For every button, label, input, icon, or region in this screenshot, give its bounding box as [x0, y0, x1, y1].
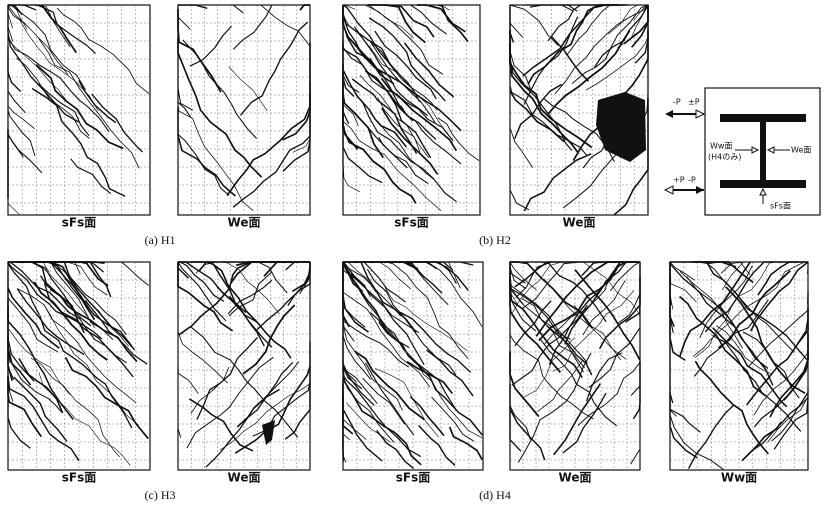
crack-face [343, 262, 483, 470]
face-label: Ww面 [721, 471, 757, 485]
panel-caption: (c) H3 [145, 488, 176, 502]
face-label: We面 [228, 216, 261, 230]
face-label: sFs面 [394, 216, 428, 230]
face-label: We面 [791, 146, 811, 155]
crack-face [178, 5, 310, 215]
top-flange [720, 114, 806, 122]
load-label: +P [673, 176, 685, 185]
crack-face [510, 262, 640, 470]
loading-diagram: -P ±P +P -P Ww面 (H4のみ) We面 sFs面 [665, 88, 820, 215]
load-label: -P [688, 176, 696, 185]
load-label: -P [673, 98, 681, 107]
bottom-flange [720, 180, 806, 188]
load-label: ±P [688, 98, 700, 107]
face-label: We面 [559, 471, 592, 485]
panel-caption: (b) H2 [479, 233, 511, 247]
crack-face [8, 262, 150, 470]
figure: sFs面 We面 (a) H1 sFs面 We面 (b) H2 sFs面 We面 (c) H3 s… [0, 0, 828, 506]
face-label: We面 [563, 216, 596, 230]
crack-face [343, 5, 480, 215]
web [760, 122, 766, 180]
face-label: sFs面 [770, 202, 791, 211]
panel-caption: (d) H4 [479, 488, 511, 502]
crack-face [670, 262, 808, 470]
arrow-head [665, 110, 673, 118]
arrow-head [696, 186, 704, 194]
arrow-head [665, 186, 673, 194]
face-label: We面 [228, 471, 261, 485]
crack-face [178, 262, 310, 470]
face-label: sFs面 [62, 471, 96, 485]
arrow-head [696, 110, 704, 118]
face-label: sFs面 [62, 216, 96, 230]
face-note: (H4のみ) [708, 153, 741, 162]
crack-face [8, 5, 150, 215]
face-label: sFs面 [396, 471, 430, 485]
panel-caption: (a) H1 [145, 233, 176, 247]
face-label: Ww面 [710, 142, 732, 151]
